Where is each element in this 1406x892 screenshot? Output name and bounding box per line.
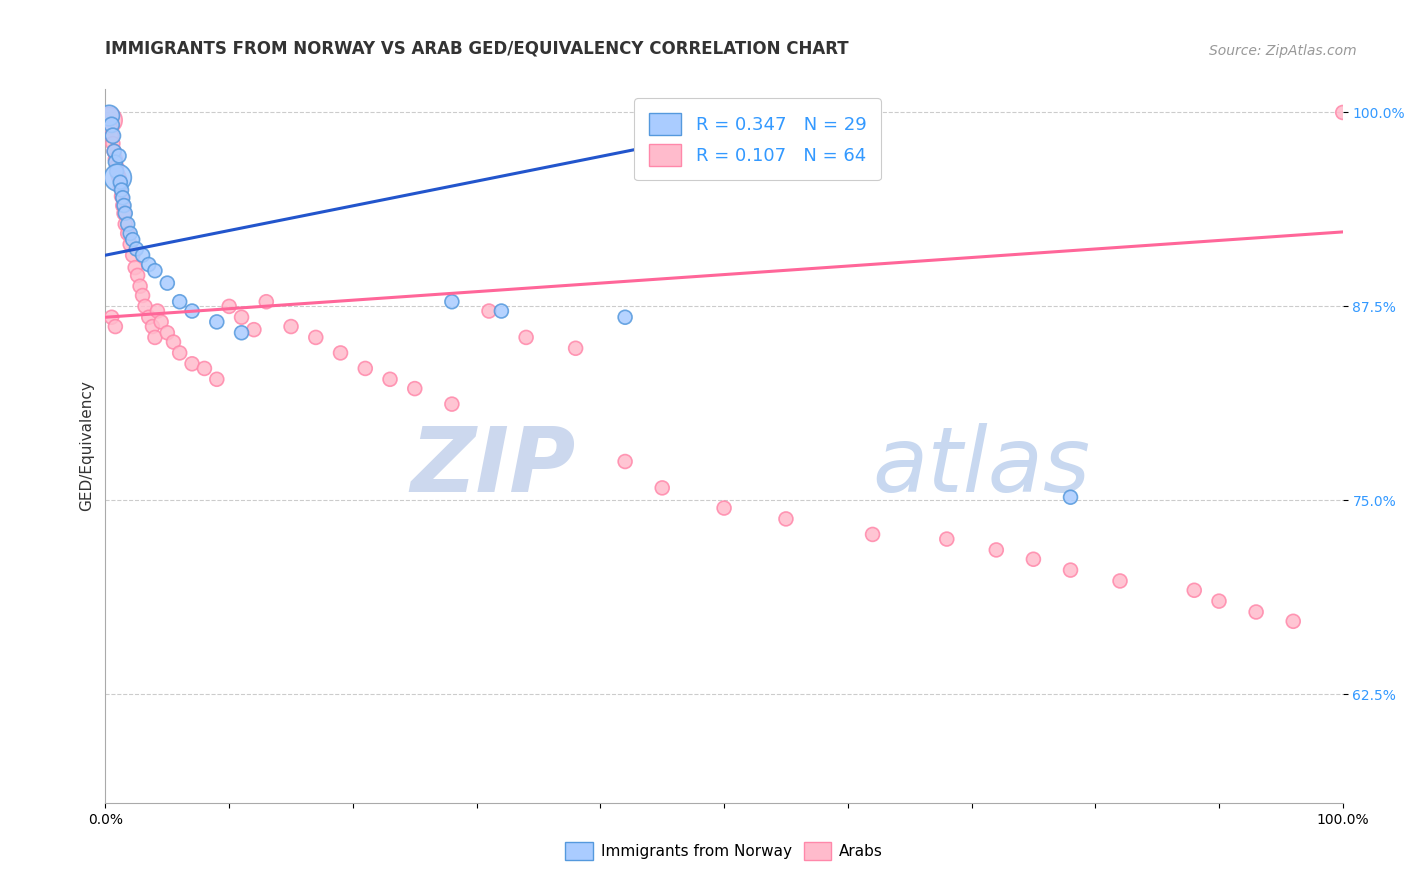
Point (515, 330, 537, 344)
Point (378, 372, 401, 386)
Point (713, 501, 735, 516)
Point (131, 288, 153, 302)
Point (440, 294, 463, 309)
Text: IMMIGRANTS FROM NORWAY VS ARAB GED/EQUIVALENCY CORRELATION CHART: IMMIGRANTS FROM NORWAY VS ARAB GED/EQUIV… (105, 40, 849, 58)
Point (1208, 594, 1230, 608)
Point (1331, 105, 1354, 120)
Point (141, 319, 163, 334)
Point (478, 304, 501, 318)
Point (1059, 490, 1081, 504)
Text: ZIP: ZIP (411, 424, 575, 511)
Point (114, 217, 136, 231)
Point (125, 242, 148, 256)
Point (100, 310, 122, 325)
Point (243, 323, 266, 337)
Point (111, 198, 134, 212)
Point (862, 527, 884, 541)
Point (231, 326, 253, 340)
Point (169, 294, 191, 309)
Point (404, 382, 426, 396)
Point (121, 233, 143, 247)
Point (104, 155, 127, 169)
Point (614, 454, 637, 468)
Point (120, 237, 142, 252)
Point (104, 319, 127, 334)
Point (651, 481, 673, 495)
Point (305, 330, 328, 344)
Point (1109, 574, 1132, 588)
Point (205, 315, 228, 329)
Point (100, 120, 122, 135)
Point (129, 279, 152, 293)
Point (205, 372, 228, 386)
Point (138, 310, 160, 325)
Point (354, 361, 377, 376)
Point (1022, 552, 1045, 566)
Point (254, 294, 277, 309)
Point (110, 175, 132, 189)
Point (108, 170, 131, 185)
Y-axis label: GED/Equivalency: GED/Equivalency (79, 381, 94, 511)
Point (986, 543, 1008, 558)
Point (108, 149, 131, 163)
Point (103, 145, 125, 159)
Point (181, 357, 204, 371)
Point (105, 164, 128, 178)
Point (114, 206, 136, 220)
Point (440, 397, 463, 411)
Point (112, 198, 135, 212)
Point (127, 268, 149, 283)
Point (112, 206, 135, 220)
Point (107, 168, 129, 182)
Point (1282, 615, 1305, 629)
Text: atlas: atlas (873, 424, 1091, 511)
Point (98, 109, 121, 123)
Point (105, 160, 128, 174)
Point (150, 315, 173, 329)
Point (146, 304, 169, 318)
Point (107, 170, 129, 185)
Point (100, 118, 122, 132)
Point (1244, 605, 1267, 619)
Point (138, 258, 160, 272)
Point (104, 152, 127, 166)
Point (110, 183, 132, 197)
Point (134, 299, 156, 313)
Point (101, 128, 124, 143)
Point (143, 263, 166, 277)
Text: Source: ZipAtlas.com: Source: ZipAtlas.com (1209, 44, 1357, 58)
Point (103, 145, 125, 159)
Point (156, 276, 179, 290)
Point (169, 346, 191, 360)
Point (117, 217, 139, 231)
Point (143, 330, 166, 344)
Legend: Immigrants from Norway, Arabs: Immigrants from Norway, Arabs (560, 836, 889, 866)
Point (329, 346, 352, 360)
Point (111, 191, 134, 205)
Point (935, 532, 957, 546)
Point (120, 227, 142, 241)
Point (280, 319, 302, 334)
Point (98, 113, 121, 128)
Point (101, 136, 124, 151)
Point (121, 248, 143, 262)
Point (491, 304, 513, 318)
Point (117, 227, 139, 241)
Point (218, 299, 240, 313)
Point (1059, 563, 1081, 577)
Point (564, 341, 586, 355)
Point (131, 248, 153, 262)
Point (181, 304, 204, 318)
Point (156, 326, 179, 340)
Point (100, 128, 122, 143)
Point (1182, 583, 1205, 598)
Point (110, 189, 132, 203)
Point (231, 310, 253, 325)
Point (162, 334, 184, 349)
Point (775, 512, 797, 526)
Point (124, 260, 146, 275)
Point (614, 310, 637, 325)
Point (193, 361, 215, 376)
Point (110, 180, 132, 194)
